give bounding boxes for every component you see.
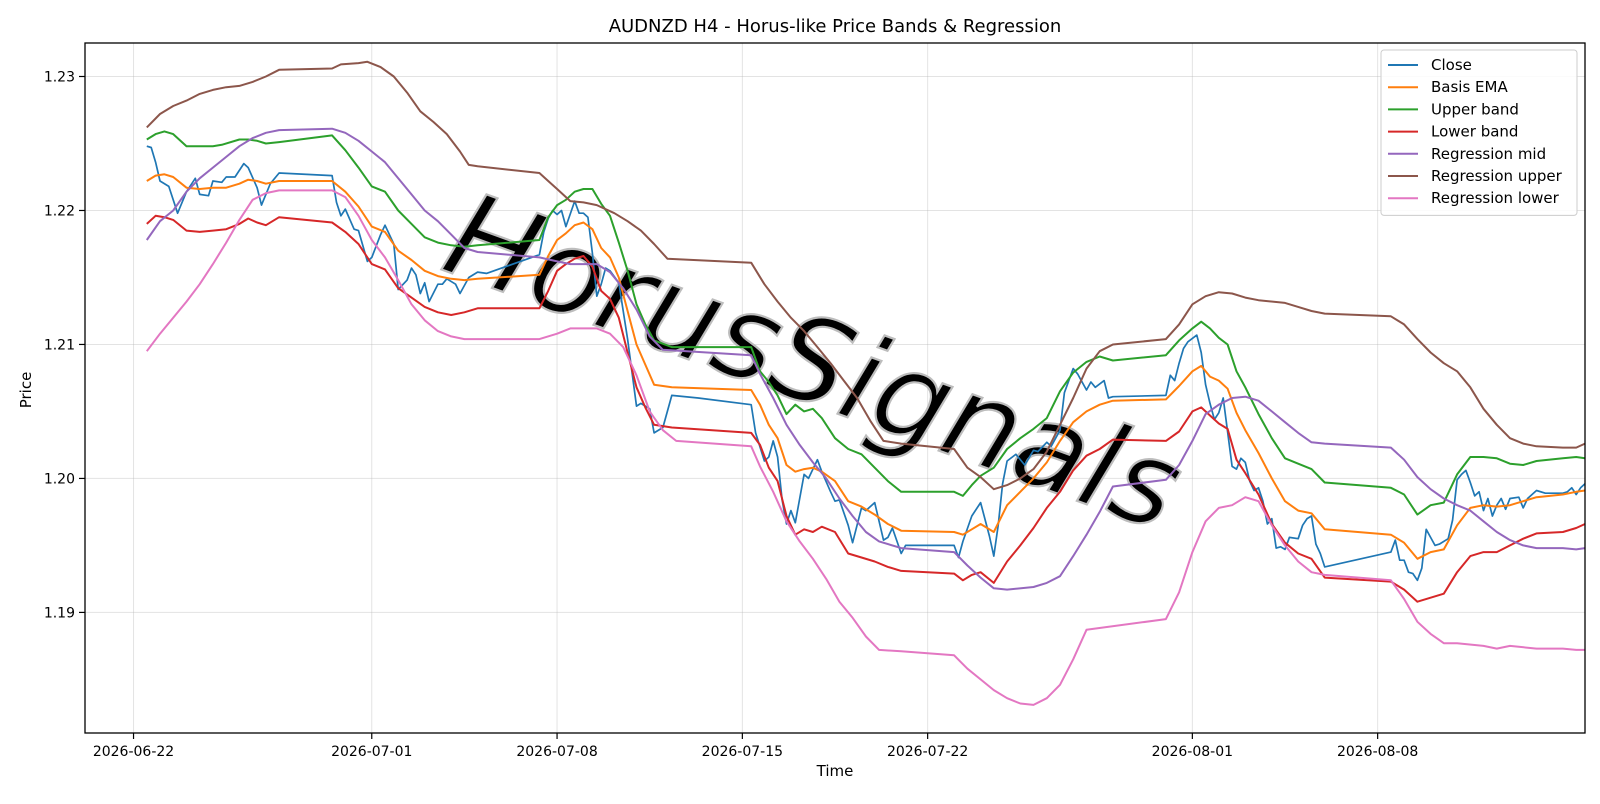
series-line-regression-mid xyxy=(145,127,1586,591)
x-tick-label: 2026-07-22 xyxy=(887,744,968,760)
x-axis: 2026-06-22 2026-07-01 2026-07-08 2026-07-15… xyxy=(93,733,1418,760)
y-tick-label: 1.19 xyxy=(44,605,75,621)
legend-label-close: Close xyxy=(1431,56,1472,74)
series-line-basis-ema xyxy=(146,173,1586,560)
series-line-upper-band xyxy=(146,130,1586,516)
watermark: HorusSignals xyxy=(429,165,1199,558)
x-tick-label: 2026-07-01 xyxy=(331,744,412,760)
y-tick-label: 1.21 xyxy=(44,337,75,353)
series-line-regression-lower xyxy=(146,189,1585,706)
x-tick-label: 2026-07-08 xyxy=(516,744,597,760)
series-line-regression-upper xyxy=(146,60,1586,491)
series-line-close xyxy=(146,145,1586,582)
series-line-lower-band xyxy=(146,214,1586,603)
legend-label-regression-lower: Regression lower xyxy=(1431,189,1560,207)
legend-label-upper-band: Upper band xyxy=(1431,100,1519,118)
x-tick-label: 2026-08-01 xyxy=(1152,744,1233,760)
y-tick-label: 1.23 xyxy=(44,69,75,85)
grid xyxy=(85,43,1585,733)
legend-label-regression-mid: Regression mid xyxy=(1431,145,1546,163)
legend-label-lower-band: Lower band xyxy=(1431,123,1518,141)
x-tick-label: 2026-07-15 xyxy=(702,744,783,760)
x-tick-label: 2026-06-22 xyxy=(93,744,174,760)
series-layer xyxy=(145,60,1586,706)
legend-label-basis-ema: Basis EMA xyxy=(1431,78,1508,96)
chart-title: AUDNZD H4 - Horus-like Price Bands & Reg… xyxy=(609,16,1062,37)
legend: Close Basis EMA Upper band Lower band Regres… xyxy=(1380,49,1578,216)
x-axis-label: Time xyxy=(816,762,854,780)
x-tick-label: 2026-08-08 xyxy=(1337,744,1418,760)
legend-label-regression-upper: Regression upper xyxy=(1431,167,1563,185)
y-axis-label: Price xyxy=(17,372,35,409)
y-axis: 1.19 1.20 1.21 1.22 1.23 xyxy=(44,69,85,621)
plot-frame xyxy=(84,42,1586,734)
legend-box xyxy=(1380,49,1578,216)
y-tick-label: 1.22 xyxy=(44,203,75,219)
y-tick-label: 1.20 xyxy=(44,471,75,487)
